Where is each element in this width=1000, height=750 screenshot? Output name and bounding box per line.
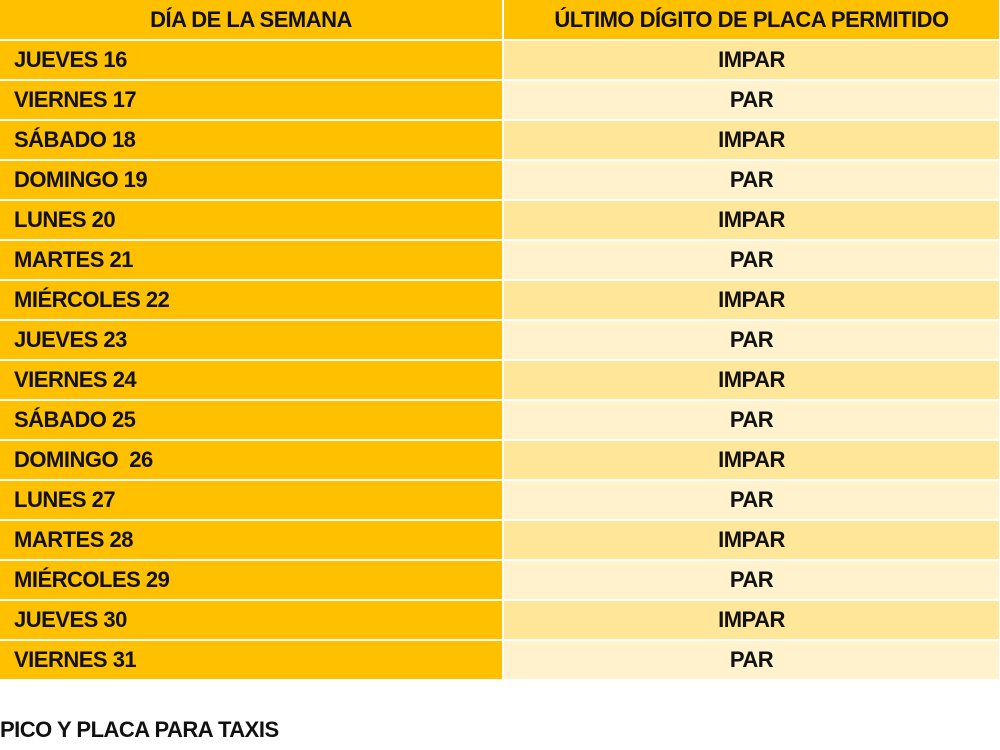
table-row: VIERNES 17 PAR — [0, 80, 1000, 121]
day-cell: MIÉRCOLES 29 — [0, 560, 504, 601]
digit-cell: PAR — [503, 160, 1000, 201]
day-cell: VIERNES 31 — [0, 640, 504, 681]
digit-cell: PAR — [503, 80, 1000, 121]
digit-cell: PAR — [503, 640, 1000, 681]
plate-schedule-table: DÍA DE LA SEMANA ÚLTIMO DÍGITO DE PLACA … — [0, 0, 1000, 681]
digit-cell: IMPAR — [503, 280, 1000, 321]
day-cell: MARTES 28 — [0, 520, 504, 561]
digit-cell: PAR — [503, 560, 1000, 601]
header-day-of-week: DÍA DE LA SEMANA — [0, 0, 504, 41]
digit-cell: PAR — [503, 240, 1000, 281]
day-cell: DOMINGO 19 — [0, 160, 504, 201]
table-row: MARTES 21 PAR — [0, 240, 1000, 281]
table-row: VIERNES 24 IMPAR — [0, 360, 1000, 401]
footer-title: PICO Y PLACA PARA TAXIS — [0, 717, 279, 742]
day-cell: JUEVES 23 — [0, 320, 504, 361]
day-cell: DOMINGO 26 — [0, 440, 504, 481]
table-header: DÍA DE LA SEMANA ÚLTIMO DÍGITO DE PLACA … — [0, 0, 1000, 41]
day-cell: SÁBADO 18 — [0, 120, 504, 161]
digit-cell: IMPAR — [503, 120, 1000, 161]
table-row: SÁBADO 25 PAR — [0, 400, 1000, 441]
digit-cell: IMPAR — [503, 600, 1000, 641]
header-last-plate-digit: ÚLTIMO DÍGITO DE PLACA PERMITIDO — [503, 0, 1000, 41]
header-row: DÍA DE LA SEMANA ÚLTIMO DÍGITO DE PLACA … — [0, 0, 1000, 41]
day-cell: VIERNES 17 — [0, 80, 504, 121]
table-row: MIÉRCOLES 29 PAR — [0, 560, 1000, 601]
digit-cell: IMPAR — [503, 440, 1000, 481]
table-row: DOMINGO 19 PAR — [0, 160, 1000, 201]
table-row: LUNES 27 PAR — [0, 480, 1000, 521]
table-row: JUEVES 16 IMPAR — [0, 40, 1000, 81]
day-cell: MARTES 21 — [0, 240, 504, 281]
day-cell: LUNES 20 — [0, 200, 504, 241]
table-row: MARTES 28 IMPAR — [0, 520, 1000, 561]
table-row: JUEVES 30 IMPAR — [0, 600, 1000, 641]
day-cell: VIERNES 24 — [0, 360, 504, 401]
day-cell: JUEVES 16 — [0, 40, 504, 81]
table-row: SÁBADO 18 IMPAR — [0, 120, 1000, 161]
digit-cell: IMPAR — [503, 200, 1000, 241]
table-row: VIERNES 31 PAR — [0, 640, 1000, 681]
day-cell: MIÉRCOLES 22 — [0, 280, 504, 321]
table-row: DOMINGO 26 IMPAR — [0, 440, 1000, 481]
digit-cell: PAR — [503, 480, 1000, 521]
table-row: JUEVES 23 PAR — [0, 320, 1000, 361]
digit-cell: IMPAR — [503, 360, 1000, 401]
table-body: JUEVES 16 IMPAR VIERNES 17 PAR SÁBADO 18… — [0, 40, 1000, 681]
digit-cell: IMPAR — [503, 40, 1000, 81]
digit-cell: PAR — [503, 400, 1000, 441]
digit-cell: PAR — [503, 320, 1000, 361]
schedule-sheet: DÍA DE LA SEMANA ÚLTIMO DÍGITO DE PLACA … — [0, 0, 1000, 681]
table-row: MIÉRCOLES 22 IMPAR — [0, 280, 1000, 321]
digit-cell: IMPAR — [503, 520, 1000, 561]
day-cell: SÁBADO 25 — [0, 400, 504, 441]
day-cell: LUNES 27 — [0, 480, 504, 521]
day-cell: JUEVES 30 — [0, 600, 504, 641]
table-row: LUNES 20 IMPAR — [0, 200, 1000, 241]
